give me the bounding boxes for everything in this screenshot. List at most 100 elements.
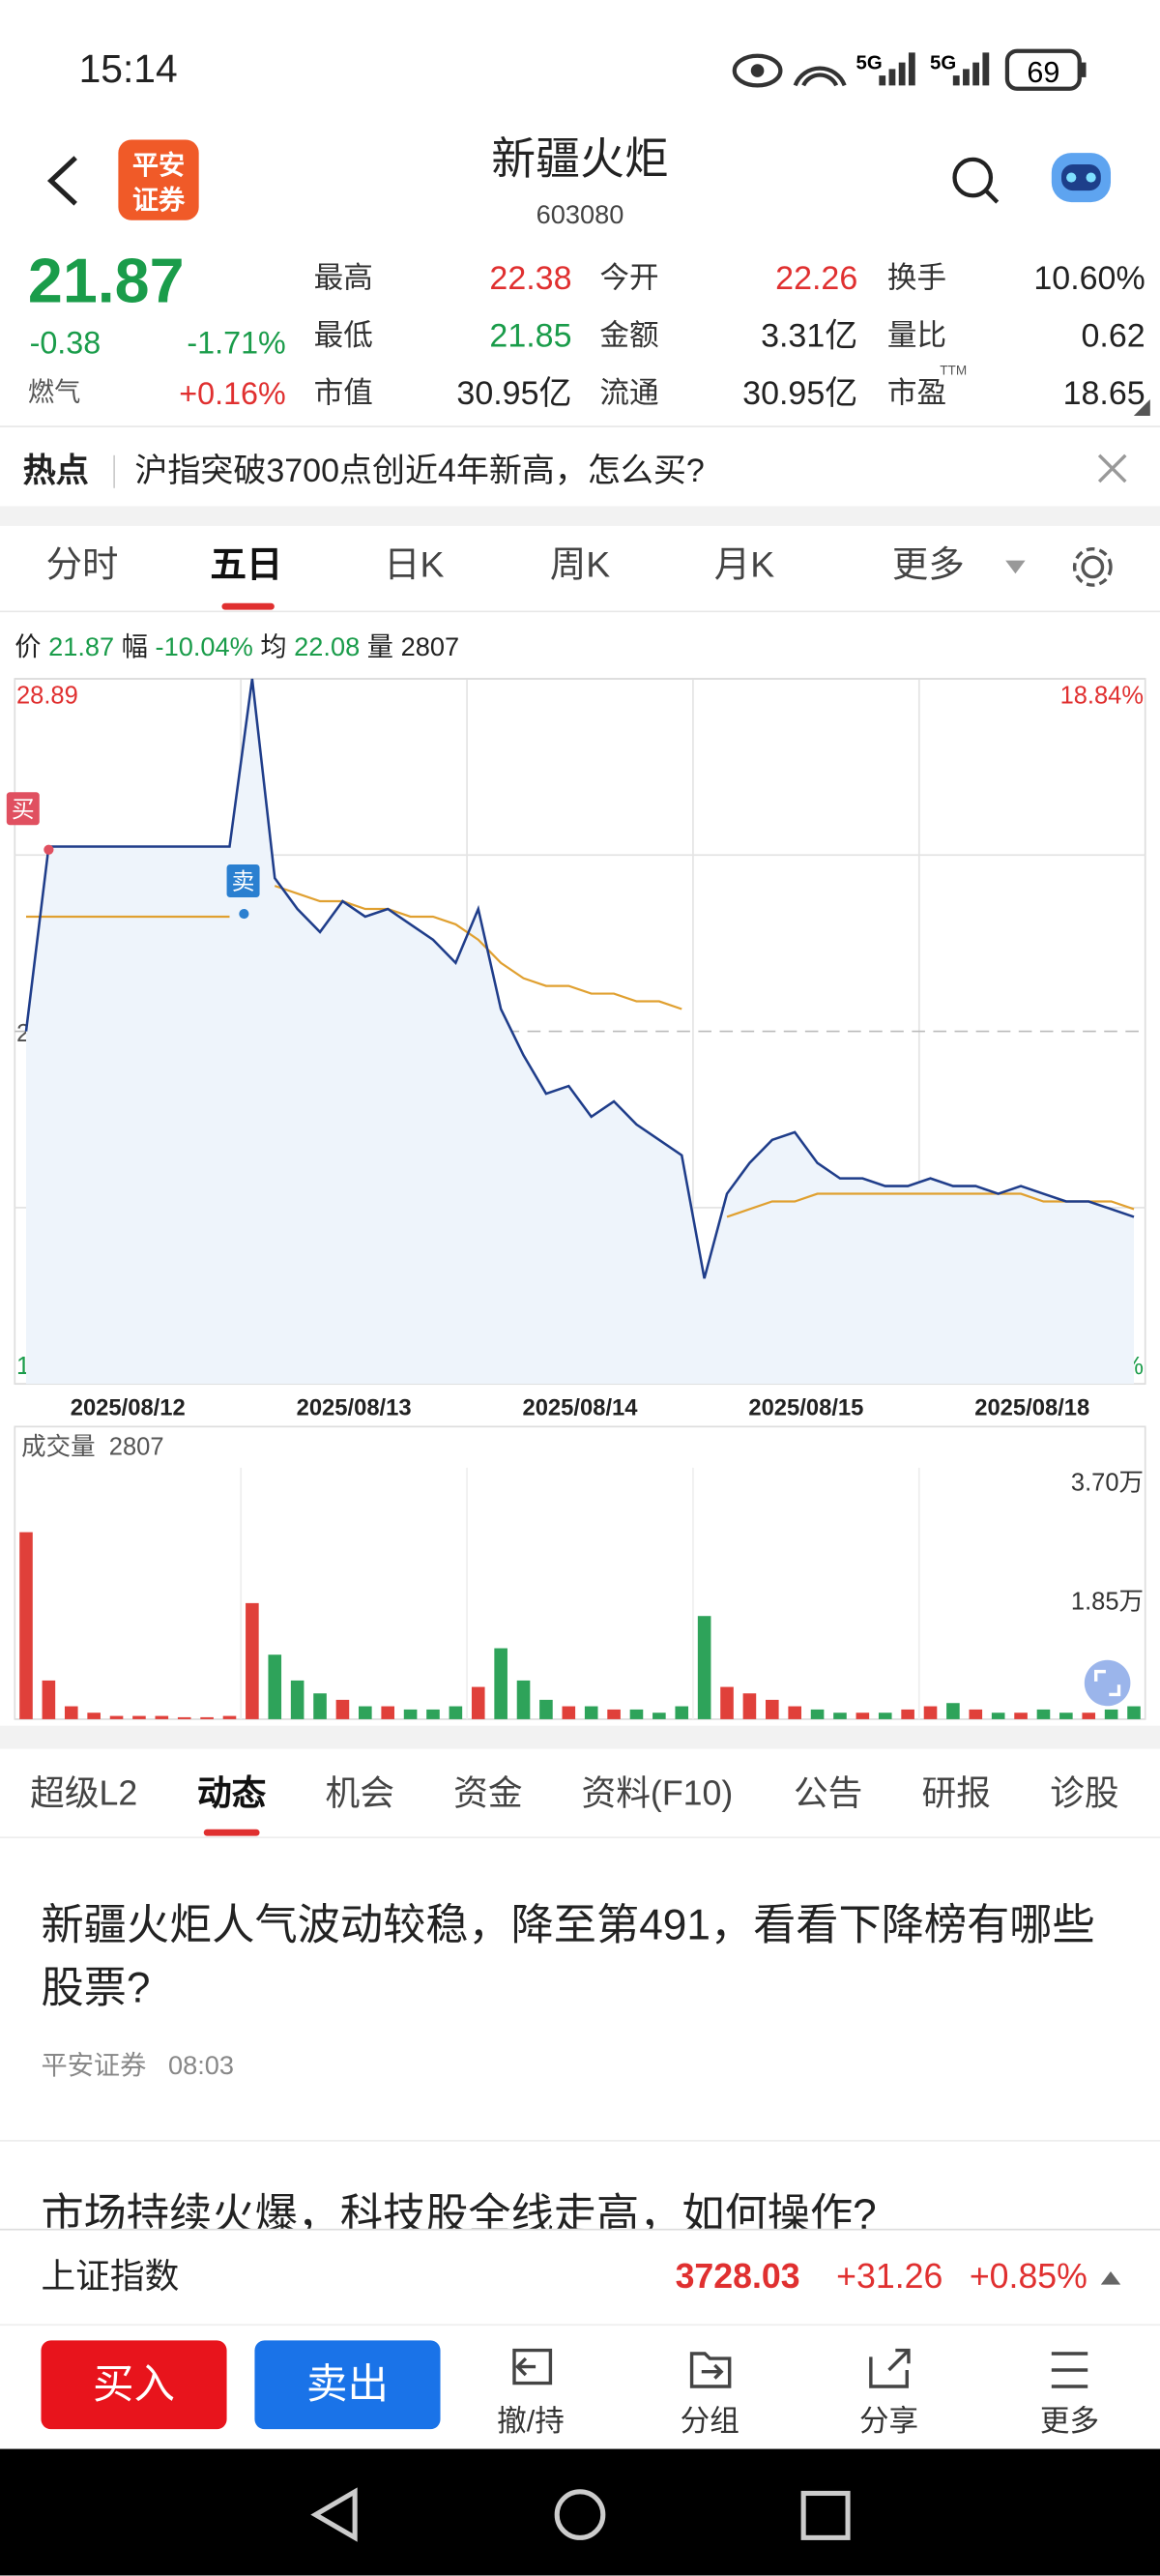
news-title[interactable]: 新疆火炬人气波动较稳，降至第491，看看下降榜有哪些股票? [41,1899,1095,2012]
battery-level: 69 [1027,56,1059,89]
stock-code: 603080 [536,202,624,230]
news-source: 平安证券 08:03 [41,2054,234,2081]
chart-tab[interactable]: 日K [384,543,445,586]
field-value: 0.62 [1081,318,1146,356]
corner-mark [1133,399,1150,417]
volume-bar [471,1686,485,1719]
field-label: 量比 [886,318,947,352]
volume-bar [516,1680,531,1719]
price-volume-chart: 28.8924.3119.7318.84%-18.84%2025/08/1220… [6,678,1146,1720]
logo [118,139,199,220]
volume-bar [403,1709,418,1719]
volume-bar [87,1712,101,1719]
assistant-button[interactable] [1051,153,1112,203]
chart-tab[interactable]: 月K [713,543,775,586]
volume-bar [1014,1712,1028,1719]
nav-home[interactable] [554,2489,606,2540]
y2-tick-label: 18.84% [1060,682,1144,709]
x-tick-label: 2025/08/13 [297,1394,412,1420]
volume-bar [788,1706,801,1719]
info-tab[interactable]: 超级L2 [30,1774,138,1813]
index-change-pct: +0.85% [969,2258,1088,2297]
volume-bar [629,1709,644,1719]
sector-label: 燃气 [27,379,81,408]
info-tab[interactable]: 资料(F10) [581,1774,734,1813]
chart-tab[interactable]: 分时 [45,543,119,586]
volume-title: 成交量 2807 [21,1435,163,1459]
volume-bar [946,1703,960,1719]
volume-bar [675,1706,689,1719]
field-label: 流通 [599,376,659,410]
sector-change: +0.16% [179,377,286,413]
volume-label: 量 [366,634,394,662]
last-price: 21.87 [27,248,185,318]
hot-label: 热点 [22,454,89,490]
toolbar-item[interactable]: 分享 [858,2404,919,2438]
info-tab[interactable]: 资金 [453,1774,523,1813]
volume-bar [969,1709,983,1719]
nav-back[interactable] [310,2487,358,2542]
volume-bar [19,1532,33,1719]
volume-bar [766,1699,779,1719]
toolbar-icons [512,2348,1088,2388]
status-time: 15:14 [78,47,178,93]
volume-bar [742,1693,757,1719]
trade-marker [6,792,40,826]
nav-recent[interactable] [800,2490,851,2540]
volume-bar [177,1716,191,1719]
close-button[interactable] [0,0,1160,510]
avg-label: 均 [260,634,287,662]
x-tick-label: 2025/08/14 [522,1394,638,1420]
sell-button[interactable]: 卖出 [254,2340,441,2430]
info-tab[interactable]: 机会 [325,1774,394,1813]
search-button[interactable] [952,157,1000,204]
info-bar: 价 21.87 幅 -10.04% 均 22.08 量 2807 [14,634,459,662]
buy-button[interactable]: 买入 [41,2340,227,2430]
field-label: 市盈 [886,376,947,410]
chart-tab[interactable]: 周K [549,543,611,586]
settings-button[interactable] [1072,547,1113,587]
field-value: 30.95亿 [742,376,858,413]
divider [0,2140,1160,2142]
news-title[interactable]: 市场持续火爆，科技股全线走高，如何操作? [41,2189,877,2239]
volume-bar [200,1716,214,1719]
info-tab[interactable]: 动态 [196,1774,267,1813]
field-value: 10.60% [1033,261,1146,298]
index-value: 3728.03 [675,2258,800,2297]
volume-bar [584,1706,598,1719]
x-tick-label: 2025/08/12 [71,1394,186,1420]
index-change: +31.26 [836,2258,943,2297]
field-label: 最低 [313,318,373,352]
avg-readout: 22.08 [294,634,361,662]
info-tab[interactable]: 研报 [921,1774,991,1813]
info-tab[interactable]: 诊股 [1050,1774,1119,1813]
chart-tab[interactable]: 更多 [891,543,965,586]
field-label: 金额 [599,318,659,352]
toolbar-item[interactable]: 分组 [680,2404,740,2438]
field-value: 30.95亿 [456,376,572,413]
volume-bar [1059,1712,1073,1719]
field-label: 换手 [886,261,947,295]
back-button[interactable] [46,156,77,206]
price-readout: 21.87 [48,634,115,662]
info-tab[interactable]: 公告 [793,1774,863,1813]
volume-bar [222,1715,237,1719]
gap [0,506,1160,526]
volume-bar [652,1712,666,1719]
amplitude-label: 幅 [121,634,148,662]
price-change: -0.38 [29,327,102,362]
field-value: 18.65 [1062,376,1146,413]
volume-bar [335,1699,350,1719]
chart-tab[interactable]: 五日 [210,543,283,586]
volume-bar [290,1680,304,1719]
price-line [24,678,1135,1279]
divider [113,454,115,488]
field-value: 22.26 [775,261,858,298]
toolbar-item[interactable]: 撤/持 [497,2404,565,2438]
toolbar-item[interactable]: 更多 [1039,2404,1100,2438]
hot-headline[interactable]: 沪指突破3700点创近4年新高，怎么买? [134,454,705,490]
index-bar[interactable]: 上证指数 3728.03 +31.26 +0.85% [0,2228,1160,2327]
volume-bar [494,1648,508,1719]
volume-bar [1082,1712,1096,1719]
